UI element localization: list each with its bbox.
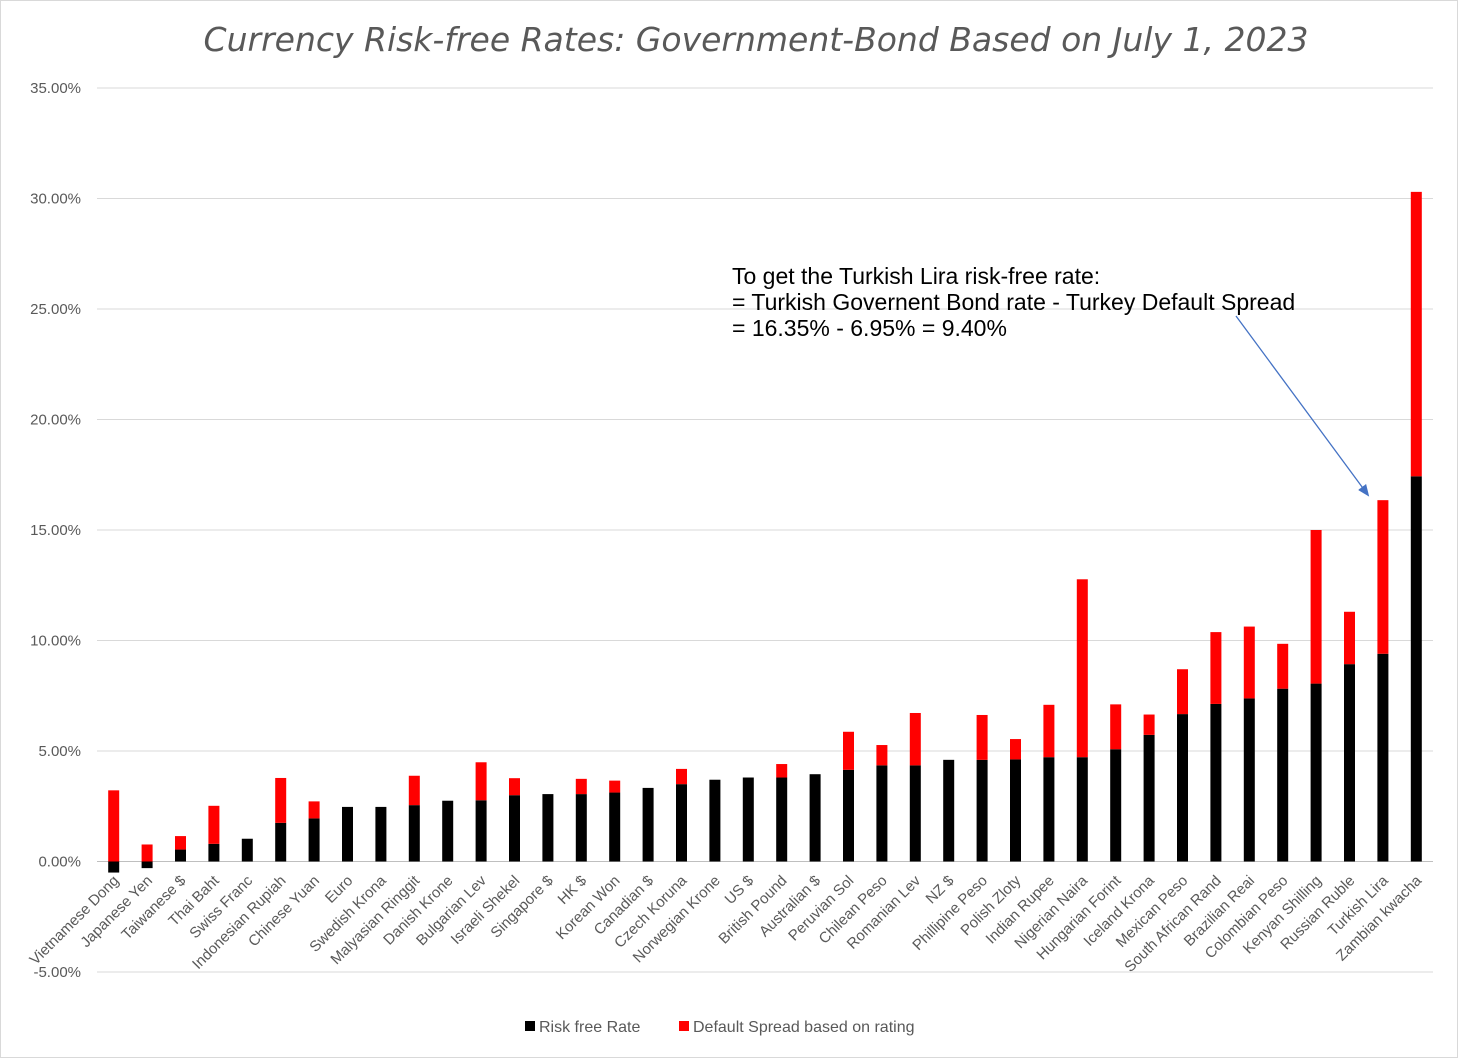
annotation-line-2: = Turkish Governent Bond rate - Turkey D… xyxy=(732,289,1295,315)
bar-risk-free-romanian-lev xyxy=(909,765,921,862)
bar-risk-free-czech-koruna xyxy=(676,784,687,862)
annotation-arrow xyxy=(1235,315,1370,497)
legend-swatch-risk-free xyxy=(525,1021,535,1031)
bar-risk-free-japanese-yen xyxy=(141,861,153,869)
bar-default-spread-japanese-yen xyxy=(141,844,153,862)
legend-label-risk-free: Risk free Rate xyxy=(539,1019,640,1036)
bar-default-spread-russian-ruble xyxy=(1344,611,1355,665)
bar-default-spread-kenyan-shilling xyxy=(1310,530,1322,684)
bar-default-spread-brazilian-reai xyxy=(1243,626,1255,699)
y-axis-ticks: -5.00% 0.00% 5.00% 10.00% 15.00% 20.00% 25.00%… xyxy=(30,80,81,981)
y-tick-label: 0.00% xyxy=(38,854,81,871)
legend-swatch-default-spread xyxy=(679,1021,689,1031)
bar-risk-free-korean-won xyxy=(609,792,621,862)
bar-default-spread-bulgarian-lev xyxy=(475,762,487,801)
bar-risk-free-turkish-lira xyxy=(1377,653,1389,862)
bar-default-spread-turkish-lira xyxy=(1377,500,1389,654)
bar-default-spread-british-pound xyxy=(776,764,788,778)
bar-risk-free-chilean-peso xyxy=(876,765,888,862)
bar-risk-free-nigerian-naira xyxy=(1076,757,1088,862)
y-tick-label: -5.00% xyxy=(33,964,81,981)
bar-default-spread-israeli-shekel xyxy=(509,778,520,796)
bar-risk-free-phillipine-peso xyxy=(976,759,988,862)
bar-risk-free-hungarian-forint xyxy=(1110,749,1122,862)
bar-risk-free-nz xyxy=(943,759,955,862)
bar-risk-free-singapore xyxy=(542,794,554,862)
legend-label-default-spread: Default Spread based on rating xyxy=(693,1019,914,1036)
bar-risk-free-polish-zloty xyxy=(1010,759,1021,862)
bar-default-spread-polish-zloty xyxy=(1010,739,1021,760)
annotation-line-3: = 16.35% - 6.95% = 9.40% xyxy=(732,315,1007,341)
bar-default-spread-taiwanese xyxy=(175,836,186,850)
bar-default-spread-nigerian-naira xyxy=(1076,579,1088,758)
y-tick-label: 35.00% xyxy=(30,80,81,97)
y-tick-label: 25.00% xyxy=(30,301,81,318)
bar-risk-free-british-pound xyxy=(776,777,788,862)
annotation-line-1: To get the Turkish Lira risk-free rate: xyxy=(732,263,1100,289)
bar-default-spread-malyasian-ringgit xyxy=(408,775,420,806)
bar-risk-free-south-african-rand xyxy=(1210,703,1222,862)
bar-risk-free-chinese-yuan xyxy=(308,818,320,862)
bar-risk-free-mexican-peso xyxy=(1177,714,1188,862)
bar-default-spread-indian-rupee xyxy=(1043,704,1055,758)
legend: Risk free Rate Default Spread based on r… xyxy=(525,1019,914,1036)
bar-risk-free-kenyan-shilling xyxy=(1310,683,1322,862)
bar-default-spread-romanian-lev xyxy=(909,712,921,766)
bar-risk-free-taiwanese xyxy=(175,849,186,862)
bar-default-spread-mexican-peso xyxy=(1177,669,1188,715)
bars xyxy=(108,191,1422,873)
bar-risk-free-swiss-franc xyxy=(241,838,253,862)
bar-risk-free-canadian xyxy=(642,787,654,862)
bar-default-spread-vietnamese-dong xyxy=(108,790,120,862)
bar-default-spread-south-african-rand xyxy=(1210,632,1222,704)
bar-risk-free-euro xyxy=(342,806,353,862)
bar-default-spread-thai-baht xyxy=(208,805,220,844)
chart-title: Currency Risk-free Rates: Government-Bon… xyxy=(204,20,1309,59)
bar-risk-free-russian-ruble xyxy=(1344,664,1355,862)
bar-default-spread-hungarian-forint xyxy=(1110,704,1122,750)
y-tick-label: 15.00% xyxy=(30,522,81,539)
bar-default-spread-phillipine-peso xyxy=(976,714,988,760)
bar-default-spread-zambian-kwacha xyxy=(1410,191,1422,477)
bar-risk-free-hk xyxy=(575,794,587,862)
bar-default-spread-chinese-yuan xyxy=(308,801,320,819)
y-tick-label: 5.00% xyxy=(38,743,81,760)
bar-risk-free-bulgarian-lev xyxy=(475,800,487,862)
bar-default-spread-indonesian-rupiah xyxy=(275,777,287,823)
grid-lines xyxy=(97,87,1433,973)
bar-default-spread-chilean-peso xyxy=(876,745,888,766)
bar-risk-free-peruvian-sol xyxy=(843,769,854,862)
bar-risk-free-australian xyxy=(809,774,821,862)
bar-default-spread-czech-koruna xyxy=(676,768,687,785)
bar-risk-free-indian-rupee xyxy=(1043,757,1055,862)
bar-risk-free-us xyxy=(742,777,754,862)
y-tick-label: 10.00% xyxy=(30,633,81,650)
bar-risk-free-brazilian-reai xyxy=(1243,698,1255,862)
bar-risk-free-norwegian-krone xyxy=(709,779,721,862)
bar-default-spread-iceland-krona xyxy=(1143,714,1155,735)
bar-default-spread-korean-won xyxy=(609,780,621,793)
y-tick-label: 30.00% xyxy=(30,191,81,208)
bar-default-spread-peruvian-sol xyxy=(843,731,854,770)
bar-default-spread-colombian-peso xyxy=(1277,643,1289,689)
bar-risk-free-danish-krone xyxy=(442,800,454,862)
bar-risk-free-colombian-peso xyxy=(1277,688,1289,862)
bar-risk-free-malyasian-ringgit xyxy=(408,805,420,862)
bar-risk-free-iceland-krona xyxy=(1143,734,1155,862)
bar-risk-free-indonesian-rupiah xyxy=(275,822,287,862)
bar-risk-free-israeli-shekel xyxy=(509,795,520,862)
bar-default-spread-hk xyxy=(575,778,587,795)
bar-risk-free-thai-baht xyxy=(208,843,220,862)
bar-risk-free-vietnamese-dong xyxy=(108,861,120,873)
annotation: To get the Turkish Lira risk-free rate: … xyxy=(732,263,1370,497)
bar-risk-free-swedish-krona xyxy=(375,806,387,862)
bar-risk-free-zambian-kwacha xyxy=(1410,476,1422,862)
y-tick-label: 20.00% xyxy=(30,412,81,429)
